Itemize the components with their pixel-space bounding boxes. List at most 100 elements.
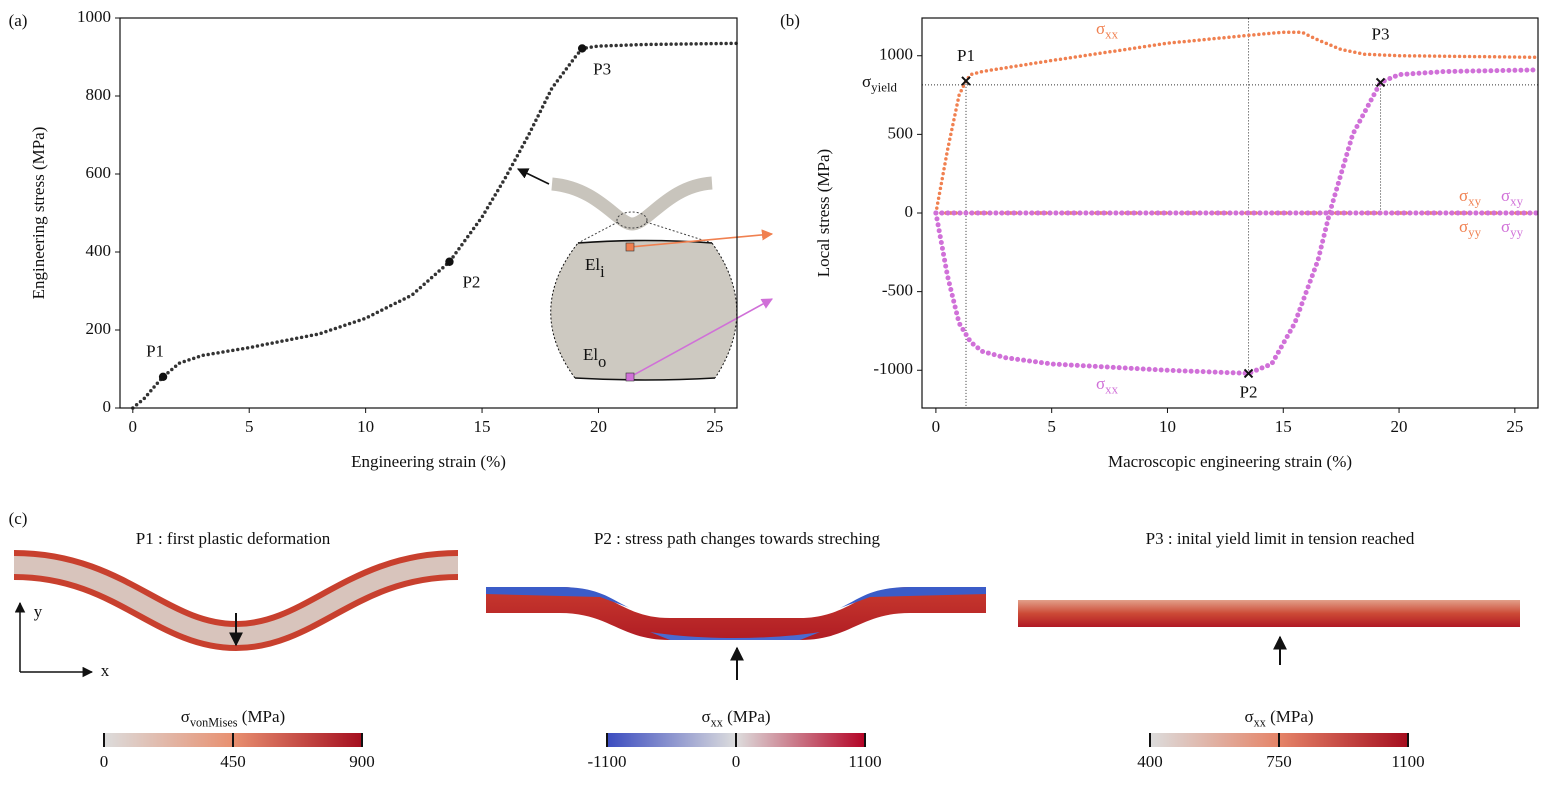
x-tick-label: 20	[1391, 417, 1408, 436]
colorbar-tick-label: -1100	[587, 752, 626, 771]
colorbar-tick-label: 450	[220, 752, 246, 771]
inset-label: Elo	[583, 345, 606, 371]
field-3	[1018, 600, 1520, 627]
x-tick-label: 0	[129, 417, 138, 436]
series-name-sub: yy	[1510, 225, 1523, 240]
arrow-orange	[629, 229, 774, 248]
element-section	[550, 240, 737, 380]
y-tick-label: 1000	[77, 7, 111, 26]
x-axis-label: Macroscopic engineering strain (%)	[1108, 452, 1352, 471]
x-tick-label: 25	[1506, 417, 1523, 436]
field-title: P2 : stress path changes towards strechi…	[594, 529, 881, 548]
axis-indicator-x: x	[101, 661, 110, 680]
point-cross	[1243, 368, 1254, 379]
yield-label: σyield	[862, 72, 898, 95]
section-edges	[574, 239, 716, 381]
x-tick-label: 10	[357, 417, 374, 436]
arrow-purple	[629, 298, 773, 378]
colorbar-tick-label: 750	[1266, 752, 1292, 771]
point	[158, 372, 168, 381]
field-title: P3 : inital yield limit in tension reach…	[1146, 529, 1415, 548]
axis-indicator-y: y	[34, 602, 43, 621]
y-tick-label: 0	[103, 397, 112, 416]
series-line	[934, 30, 1540, 215]
x-tick-label: 25	[706, 417, 723, 436]
colorbar-tick-label: 900	[349, 752, 375, 771]
panel-label: (b)	[780, 11, 800, 30]
colorbar-label-sub: xx	[1254, 715, 1266, 729]
colorbar-tick-label: 400	[1137, 752, 1163, 771]
series-name: σxx	[1096, 374, 1119, 397]
y-tick-label: 600	[86, 163, 112, 182]
series-name-sub: xy	[1510, 194, 1523, 209]
inset-label: Eli	[585, 255, 605, 281]
point-cross	[1375, 77, 1386, 88]
y-tick-label: -1000	[873, 359, 913, 378]
arrow-black	[516, 168, 550, 185]
inset	[516, 168, 774, 382]
zoom-lines	[577, 221, 713, 244]
plot-frame	[119, 17, 738, 409]
point-label: P2	[462, 273, 480, 292]
series-name-base: σ	[1096, 19, 1105, 38]
point	[445, 257, 454, 266]
plot-frame	[921, 17, 1539, 409]
colorbar-label-base: σ	[181, 707, 190, 726]
x-tick-label: 15	[1275, 417, 1292, 436]
inset-label-base: El	[583, 345, 598, 364]
element-o	[625, 372, 635, 382]
field-2-blue-top	[486, 587, 986, 608]
y-tick-label: 400	[86, 241, 112, 260]
series-name-base: σ	[1459, 186, 1468, 205]
y-tick-label: -500	[882, 281, 913, 300]
y-axis-label: Engineering stress (MPa)	[29, 127, 48, 300]
inset-label-sub: o	[598, 352, 606, 371]
x-tick-label: 5	[245, 417, 254, 436]
colorbar-label-base: σ	[701, 707, 710, 726]
series-name-base: σ	[1501, 217, 1510, 236]
point-label: P3	[593, 59, 611, 78]
colorbar-label-sub: xx	[711, 715, 723, 729]
yield-label-sub: yield	[871, 80, 897, 95]
y-tick-label: 500	[888, 123, 914, 142]
fields	[13, 550, 1520, 680]
x-tick-label: 0	[932, 417, 941, 436]
panel-label: (a)	[9, 11, 28, 30]
series-name-sub: xx	[1105, 382, 1118, 397]
zoom-ellipse	[616, 211, 648, 229]
x-axis-label: Engineering strain (%)	[351, 452, 506, 471]
field-title: P1 : first plastic deformation	[136, 529, 331, 548]
colorbar-label-sub: vonMises	[190, 715, 238, 729]
colorbar-label: σxx (MPa)	[1244, 707, 1313, 729]
series-name-base: σ	[1096, 374, 1105, 393]
series-name-base: σ	[1459, 217, 1468, 236]
point-cross	[961, 76, 971, 86]
x-tick-label: 10	[1159, 417, 1176, 436]
element-i	[625, 242, 635, 252]
y-tick-label: 1000	[879, 45, 913, 64]
colorbar-label-after: (MPa)	[723, 707, 771, 726]
colorbar-label-after: (MPa)	[1266, 707, 1314, 726]
y-tick-label: 200	[86, 319, 112, 338]
inset-label-sub: i	[600, 262, 605, 281]
colorbar-tick-label: 1100	[848, 752, 881, 771]
series-name: σxy	[1501, 186, 1524, 209]
series-line	[933, 67, 1541, 376]
y-axis-label: Local stress (MPa)	[814, 149, 833, 277]
point-label: P2	[1240, 382, 1258, 401]
y-tick-label: 800	[86, 85, 112, 104]
point-label: P3	[1372, 24, 1390, 43]
series-name: σyy	[1501, 217, 1524, 240]
point	[577, 44, 587, 53]
inset-label-base: El	[585, 255, 600, 274]
point-label: P1	[957, 46, 975, 65]
colorbar-label: σxx (MPa)	[701, 707, 770, 729]
colorbar-tick-label: 0	[732, 752, 741, 771]
yield-label-base: σ	[862, 72, 871, 91]
y-tick-label: 0	[905, 202, 914, 221]
series-name-sub: xy	[1468, 194, 1481, 209]
colorbar-label-base: σ	[1244, 707, 1253, 726]
series-name: σyy	[1459, 217, 1482, 240]
series-name-sub: yy	[1468, 225, 1481, 240]
